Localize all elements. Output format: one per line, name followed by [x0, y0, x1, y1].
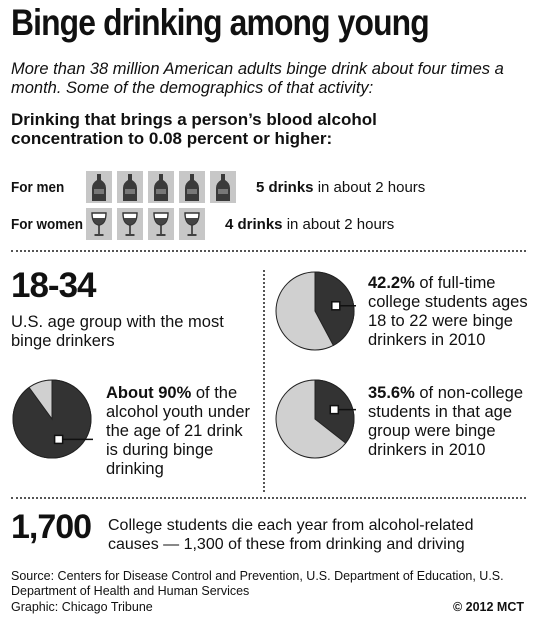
- stat-noncollege: 35.6% of non-college students in that ag…: [368, 384, 528, 460]
- pie-slice-highlight: [12, 379, 92, 459]
- stat-college-rest: of full-time college students ages 18 to…: [368, 274, 528, 349]
- stat-youth: About 90% of the alcohol youth under the…: [106, 384, 251, 479]
- stat-youth-bold: About 90%: [106, 384, 192, 402]
- men-rest: in about 2 hours: [313, 178, 426, 196]
- page-title: Binge drinking among young: [11, 2, 430, 43]
- stat-college-bold: 42.2%: [368, 274, 415, 292]
- copyright-text: © 2012 MCT: [452, 600, 524, 614]
- bottle-icon: [210, 171, 236, 203]
- callout-marker: [329, 404, 340, 415]
- women-label: For women: [11, 215, 84, 233]
- men-icons: [86, 171, 236, 203]
- wine-glass-icon: [148, 208, 174, 240]
- deaths-note: College students die each year from alco…: [108, 517, 474, 553]
- divider-bottom: [11, 497, 526, 499]
- definition-text: Drinking that brings a person’s blood al…: [11, 110, 377, 148]
- men-desc: 5 drinks in about 2 hours: [256, 179, 425, 196]
- callout-marker: [331, 301, 341, 311]
- women-drinks: 4 drinks: [225, 215, 283, 233]
- men-drinks: 5 drinks: [256, 178, 314, 196]
- wine-glass-icon: [86, 208, 112, 240]
- divider-vertical: [263, 270, 265, 492]
- stat-noncollege-rest: of non-college students in that age grou…: [368, 384, 524, 459]
- bottle-icon: [86, 171, 112, 203]
- callout-marker: [53, 434, 64, 445]
- pie-college: [275, 271, 356, 351]
- bottle-icon: [117, 171, 143, 203]
- deaths-value: 1,700: [11, 508, 92, 546]
- women-icons: [86, 208, 205, 240]
- stat-noncollege-bold: 35.6%: [368, 384, 415, 402]
- pie-noncollege: [275, 379, 356, 459]
- stat-youth-rest: of the alcohol youth under the age of 21…: [106, 384, 251, 478]
- age-value: 18-34: [11, 266, 97, 305]
- subtitle: More than 38 million American adults bin…: [11, 60, 504, 97]
- women-rest: in about 2 hours: [282, 215, 395, 233]
- credit-text: Graphic: Chicago Tribune: [11, 600, 153, 614]
- wine-glass-icon: [117, 208, 143, 240]
- source-text: Source: Centers for Disease Control and …: [11, 569, 504, 598]
- divider-top: [11, 250, 526, 252]
- women-desc: 4 drinks in about 2 hours: [225, 216, 394, 233]
- men-row: For men 5 drinks in about 2 hours: [11, 169, 425, 205]
- bottle-icon: [179, 171, 205, 203]
- wine-glass-icon: [179, 208, 205, 240]
- men-label: For men: [11, 178, 65, 196]
- bottle-icon: [148, 171, 174, 203]
- pie-youth: [12, 379, 93, 459]
- women-row: For women 4 drinks in about 2 hours: [11, 206, 394, 242]
- age-note: U.S. age group with the most binge drink…: [11, 313, 224, 350]
- stat-college: 42.2% of full-time college students ages…: [368, 274, 528, 350]
